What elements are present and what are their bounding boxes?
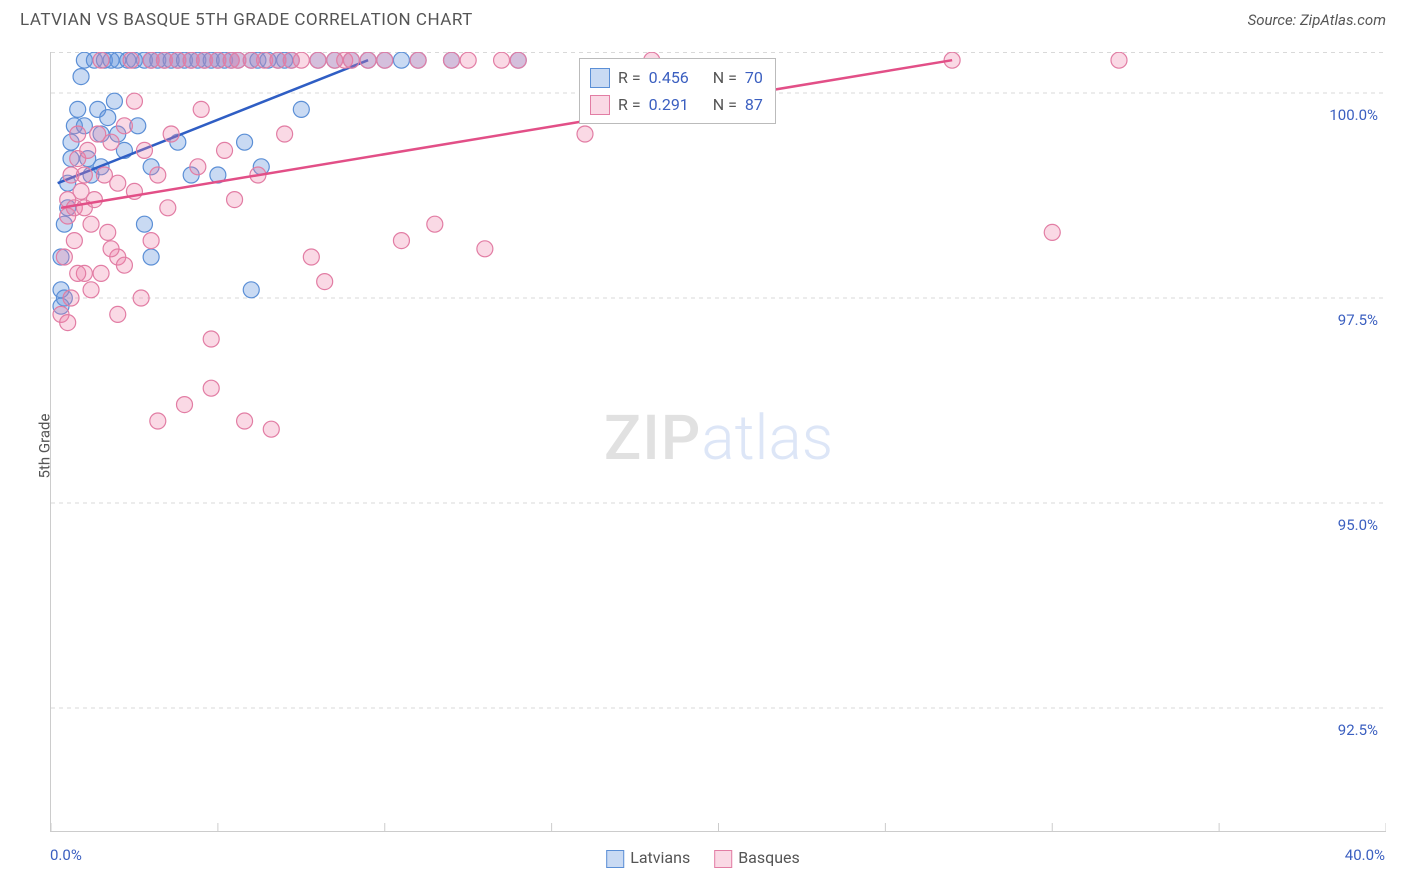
y-tick-label: 92.5%	[1338, 721, 1378, 739]
legend-swatch-icon	[714, 850, 732, 868]
stats-legend-box: R = 0.456 N = 70R = 0.291 N = 87	[579, 58, 776, 124]
source-label: Source: ZipAtlas.com	[1248, 11, 1386, 29]
plot-area: ZIPatlas R = 0.456 N = 70R = 0.291 N = 8…	[50, 52, 1386, 832]
scatter-svg	[51, 52, 1386, 831]
x-tick-label-right: 40.0%	[1345, 846, 1385, 864]
legend-item: Latvians	[606, 848, 690, 868]
chart-title: LATVIAN VS BASQUE 5TH GRADE CORRELATION …	[20, 10, 473, 30]
legend-bottom: Latvians Basques	[606, 848, 800, 868]
legend-swatch-icon	[590, 68, 610, 88]
stats-row: R = 0.291 N = 87	[590, 91, 763, 118]
y-tick-label: 97.5%	[1338, 311, 1378, 329]
legend-swatch-icon	[590, 95, 610, 115]
x-tick-label-left: 0.0%	[50, 846, 82, 864]
legend-item: Basques	[714, 848, 800, 868]
stats-row: R = 0.456 N = 70	[590, 64, 763, 91]
legend-swatch-icon	[606, 850, 624, 868]
y-tick-label: 95.0%	[1338, 516, 1378, 534]
y-tick-label: 100.0%	[1329, 106, 1378, 124]
